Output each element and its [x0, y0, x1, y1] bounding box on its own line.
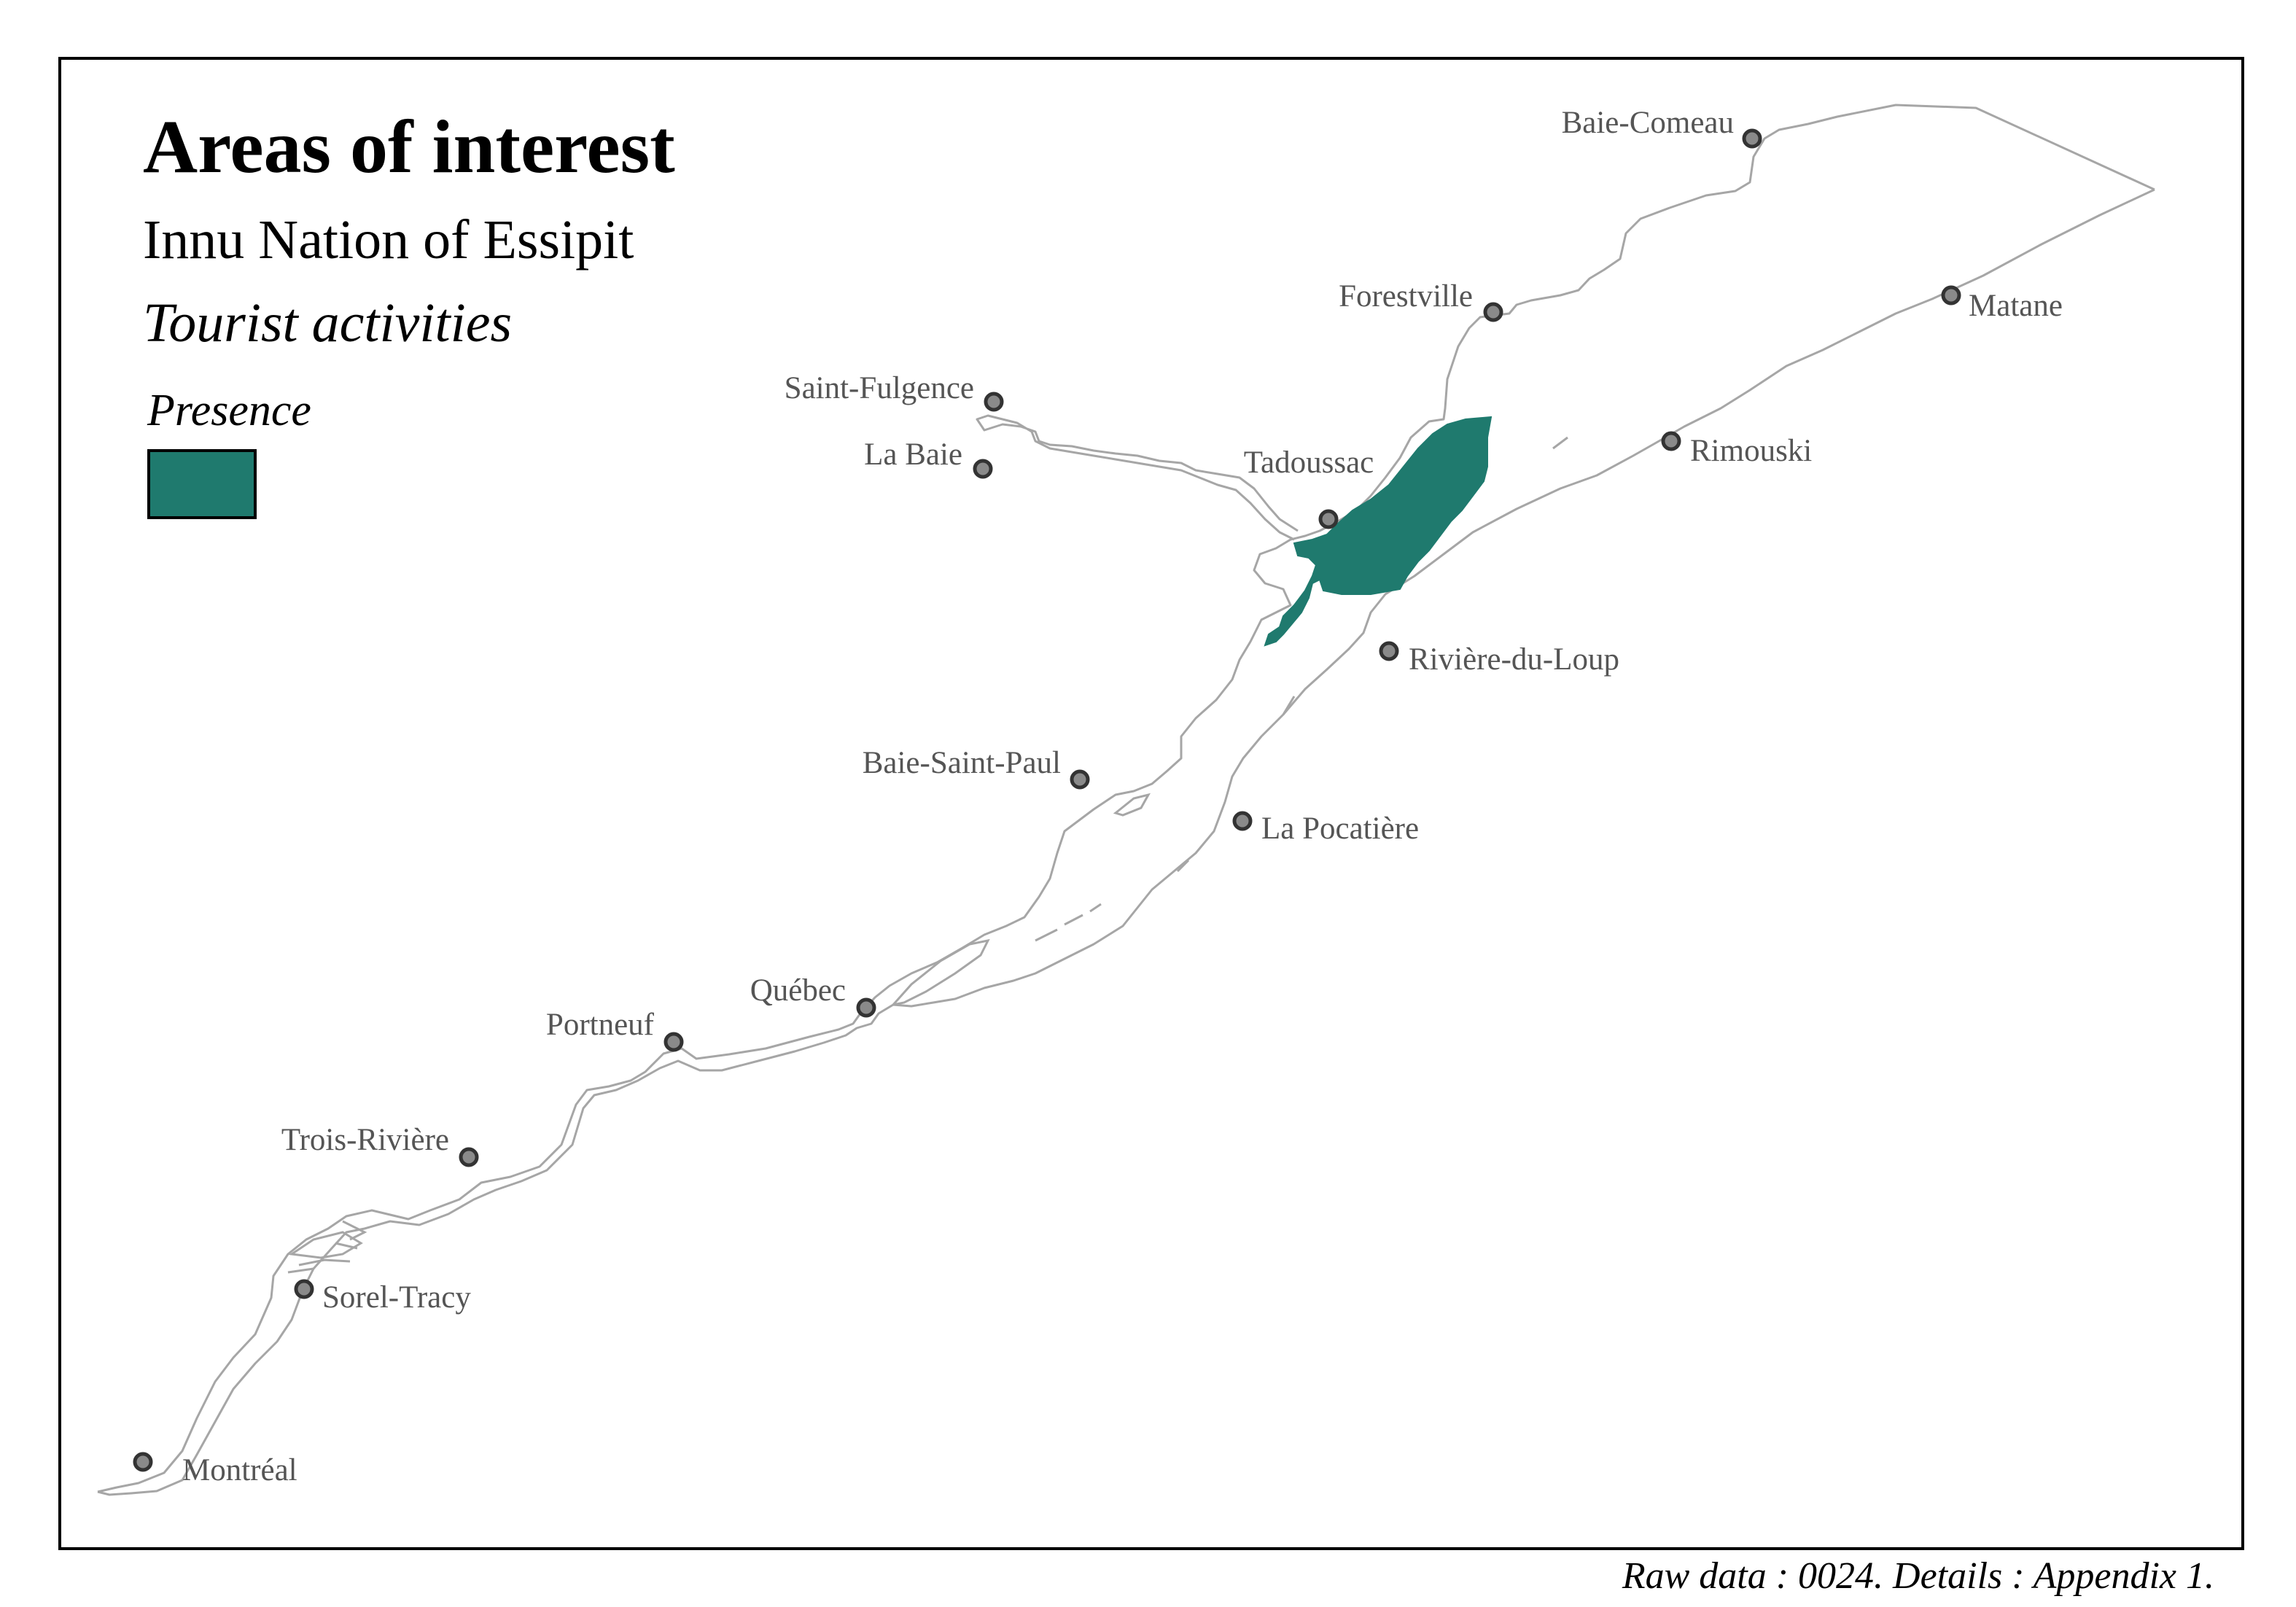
- city-label-tadoussac: Tadoussac: [1244, 445, 1374, 480]
- city-label-riviere-du-loup: Rivière-du-Loup: [1409, 642, 1619, 677]
- island-shoals: [1035, 436, 1568, 942]
- map-title: Areas of interest: [143, 105, 675, 189]
- city-markers: [133, 128, 1961, 1472]
- city-label-forestville: Forestville: [1339, 279, 1473, 314]
- city-label-montreal: Montréal: [182, 1453, 297, 1487]
- city-label-sorel-tracy: Sorel-Tracy: [322, 1280, 471, 1315]
- city-marker-rimouski: [1661, 431, 1681, 451]
- city-labels: Baie-Comeau Forestville Matane Saint-Ful…: [182, 106, 2063, 1487]
- legend-title: Presence: [147, 386, 311, 435]
- city-label-la-baie: La Baie: [864, 437, 962, 472]
- map-theme: Tourist activities: [143, 292, 513, 354]
- city-marker-sorel-tracy: [294, 1279, 314, 1299]
- city-marker-tadoussac: [1318, 509, 1339, 529]
- city-marker-saint-fulgence: [984, 392, 1004, 412]
- map-frame: [58, 57, 2244, 1550]
- city-marker-portneuf: [663, 1032, 684, 1052]
- sorel-islands-outline: [287, 1220, 367, 1274]
- city-label-portneuf: Portneuf: [546, 1008, 655, 1042]
- city-label-trois-riviere: Trois-Rivière: [281, 1123, 449, 1157]
- north-shore-coastline: [97, 104, 2155, 1493]
- south-shore-coastline: [97, 188, 2155, 1496]
- data-source-caption: Raw data : 0024. Details : Appendix 1.: [1622, 1555, 2214, 1597]
- city-label-rimouski: Rimouski: [1690, 434, 1812, 468]
- city-marker-forestville: [1483, 302, 1503, 322]
- tourist-activity-area: [1264, 416, 1493, 647]
- city-label-baie-comeau: Baie-Comeau: [1562, 106, 1734, 140]
- city-marker-baie-comeau: [1742, 128, 1762, 149]
- map-subtitle: Innu Nation of Essipit: [143, 209, 634, 271]
- city-label-quebec: Québec: [750, 973, 846, 1008]
- city-label-baie-saint-paul: Baie-Saint-Paul: [863, 746, 1061, 780]
- city-marker-matane: [1941, 285, 1961, 306]
- ile-aux-coudres-outline: [1113, 793, 1151, 817]
- city-marker-baie-saint-paul: [1070, 769, 1090, 790]
- city-marker-trois-riviere: [459, 1147, 479, 1167]
- city-marker-la-baie: [973, 459, 993, 479]
- saguenay-coastline: [976, 414, 1299, 541]
- ile-orleans-outline: [890, 938, 990, 1007]
- city-marker-quebec: [856, 997, 876, 1018]
- city-marker-la-pocatiere: [1232, 811, 1253, 831]
- legend-swatch-presence: [147, 449, 257, 519]
- city-label-matane: Matane: [1969, 289, 2063, 323]
- city-label-la-pocatiere: La Pocatière: [1261, 812, 1419, 846]
- city-marker-montreal: [133, 1452, 153, 1472]
- city-label-saint-fulgence: Saint-Fulgence: [785, 371, 974, 405]
- city-marker-riviere-du-loup: [1379, 641, 1399, 661]
